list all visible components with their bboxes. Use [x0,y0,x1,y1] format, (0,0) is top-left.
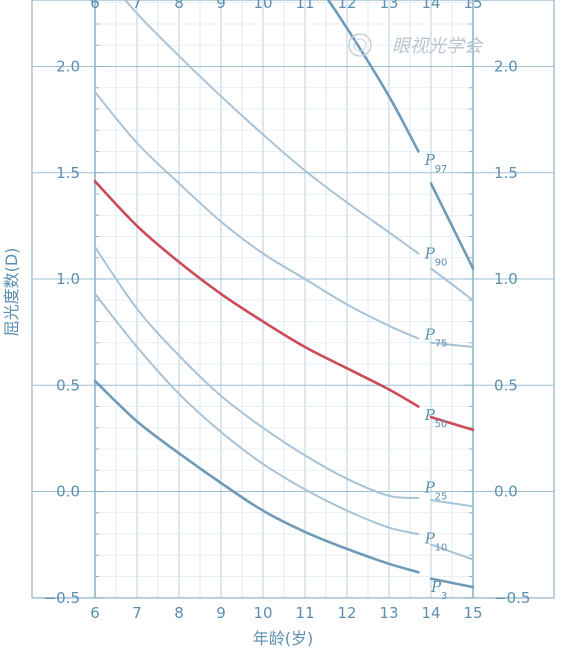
x-tick-label-bottom: 12 [337,604,356,622]
watermark-seal-inner [353,38,367,52]
y-tick-label-left: 1.0 [56,270,80,288]
x-tick-label-top: 9 [216,0,226,12]
series-label-sub-p50: 50 [435,419,448,430]
series-label-sub-p25: 25 [435,491,448,502]
x-tick-label-bottom: 11 [295,604,314,622]
watermark: 眼视光学会 [392,36,484,57]
x-tick-label-top: 14 [421,0,440,12]
y-tick-label-right: −0.5 [494,589,530,607]
x-tick-label-top: 15 [463,0,482,12]
x-tick-label-bottom: 9 [216,604,226,622]
x-tick-label-bottom: 14 [421,604,440,622]
watermark-seal-icon [348,33,372,57]
y-tick-label-right: 0.0 [494,483,518,501]
y-tick-label-right: 2.0 [494,58,518,76]
curve-p90-tail [430,267,474,302]
series-label-p10: P [424,529,436,547]
x-tick-label-top: 8 [174,0,184,12]
x-axis-title: 年龄(岁) [253,629,314,648]
y-tick-label-left: 0.0 [56,483,80,501]
series-label-sub-p90: 90 [435,258,448,269]
series-label-sub-p3: 3 [441,591,447,602]
series-label-p75: P [424,325,436,343]
series-label-p3: P [430,578,442,596]
curve-p75 [94,91,420,340]
grid [31,0,555,599]
percentile-curves [93,0,475,589]
curve-p25-tail [430,499,474,508]
curve-p25 [94,246,420,499]
curve-p10 [94,292,420,535]
y-axis-title: 屈光度数(D) [2,248,21,337]
y-tick-label-right: 1.0 [494,270,518,288]
x-tick-label-bottom: 15 [463,604,482,622]
x-tick-label-bottom: 6 [90,604,100,622]
y-tick-label-right: 0.5 [494,376,518,394]
curve-p97-tail [429,182,475,270]
x-tick-label-top: 11 [295,0,314,12]
x-tick-label-top: 13 [379,0,398,12]
y-tick-label-left: −0.5 [44,589,80,607]
y-tick-label-left: 2.0 [56,58,80,76]
series-label-sub-p10: 10 [435,542,448,553]
x-tick-label-top: 7 [132,0,142,12]
curve-p3 [93,379,420,574]
curve-p97 [326,0,420,153]
x-tick-label-top: 12 [337,0,356,12]
x-tick-label-bottom: 10 [253,604,272,622]
y-tick-label-left: 1.5 [56,164,80,182]
y-tick-label-left: 0.5 [56,376,80,394]
x-tick-label-bottom: 7 [132,604,142,622]
x-tick-label-bottom: 8 [174,604,184,622]
series-label-sub-p75: 75 [435,338,448,349]
x-tick-label-bottom: 13 [379,604,398,622]
series-label-p90: P [424,245,436,263]
series-label-p25: P [424,478,436,496]
axis-tick-labels: −0.5−0.50.00.00.50.51.01.01.51.52.02.02.… [44,0,531,622]
curve-p3-tail [429,577,475,589]
curve-p50-tail [429,415,475,432]
series-label-p97: P [424,151,436,169]
x-tick-label-top: 10 [253,0,272,12]
axis-ticks [94,0,474,599]
curve-p90 [123,0,420,255]
curve-p50 [93,180,420,408]
series-label-p50: P [424,406,436,424]
curve-p10-tail [430,543,474,561]
y-tick-label-right: 1.5 [494,164,518,182]
series-label-sub-p97: 97 [435,164,448,175]
curve-p75-tail [430,341,474,348]
x-tick-label-top: 6 [90,0,100,12]
